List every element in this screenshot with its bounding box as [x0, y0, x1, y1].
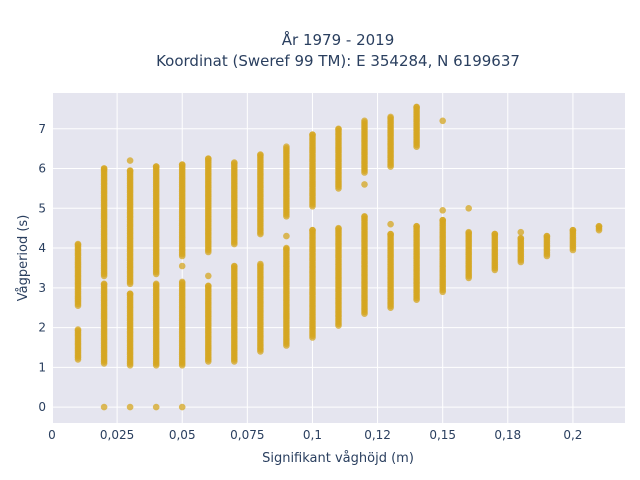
- data-point: [309, 226, 316, 234]
- data-point: [205, 282, 212, 290]
- data-point: [74, 240, 82, 248]
- data-point: [126, 157, 134, 164]
- data-point: [387, 230, 394, 238]
- x-tick-label: 0,12: [364, 428, 391, 442]
- data-point: [283, 232, 290, 240]
- data-point: [152, 163, 160, 170]
- chart-title-line-1: År 1979 - 2019: [282, 30, 395, 49]
- y-tick-label: 3: [38, 281, 46, 295]
- data-point: [387, 220, 394, 228]
- data-point: [205, 155, 212, 162]
- x-tick-label: 0,05: [169, 428, 196, 442]
- data-point: [465, 228, 473, 236]
- data-point: [126, 290, 134, 298]
- data-point: [517, 228, 525, 236]
- data-point: [152, 403, 160, 411]
- y-tick-label: 7: [38, 122, 46, 136]
- data-point: [413, 103, 420, 111]
- data-point: [361, 213, 368, 220]
- y-tick-label: 2: [38, 321, 46, 335]
- x-tick-label: 0,1: [303, 428, 322, 442]
- y-axis-label: Vågperiod (s): [16, 215, 31, 302]
- data-point: [257, 151, 264, 158]
- data-point: [387, 113, 394, 121]
- data-point: [126, 167, 134, 174]
- y-tick-label: 1: [38, 360, 46, 374]
- data-point: [569, 246, 577, 254]
- data-point: [152, 280, 160, 288]
- data-point: [439, 117, 447, 125]
- data-point: [205, 272, 212, 280]
- x-tick-label: 0,15: [429, 428, 456, 442]
- data-point: [491, 230, 499, 238]
- x-tick-label: 0: [48, 428, 56, 442]
- data-point: [465, 205, 473, 212]
- x-tick-labels: 0 0,025 0,05 0,075 0,1 0,12 0,15 0,18 0,2: [48, 428, 582, 442]
- data-point: [257, 260, 264, 268]
- y-tick-labels: 0 1 2 3 4 5 6 7: [38, 122, 46, 414]
- data-point: [100, 280, 108, 288]
- data-point: [413, 222, 420, 230]
- data-point: [439, 207, 447, 214]
- x-tick-label: 0,025: [100, 428, 134, 442]
- data-point: [439, 216, 447, 224]
- x-tick-label: 0,2: [563, 428, 582, 442]
- data-points: [74, 103, 603, 411]
- data-point: [361, 181, 368, 188]
- data-point: [283, 143, 290, 150]
- data-point: [543, 232, 551, 240]
- data-point: [126, 403, 134, 411]
- data-point: [178, 403, 186, 411]
- data-point: [517, 234, 525, 242]
- data-point: [595, 222, 603, 230]
- data-point: [178, 278, 186, 286]
- data-point: [283, 244, 290, 252]
- data-point: [335, 224, 342, 232]
- y-tick-label: 5: [38, 201, 46, 215]
- chart-title-line-2: Koordinat (Sweref 99 TM): E 354284, N 61…: [156, 52, 520, 70]
- x-tick-label: 0,18: [494, 428, 521, 442]
- data-point: [309, 131, 316, 138]
- data-point: [178, 262, 186, 270]
- data-point: [231, 159, 238, 166]
- data-point: [74, 326, 82, 333]
- x-axis-label: Signifikant våghöjd (m): [262, 451, 414, 466]
- x-tick-label: 0,075: [230, 428, 264, 442]
- y-tick-label: 0: [38, 400, 46, 414]
- data-point: [231, 262, 238, 270]
- y-tick-label: 6: [38, 162, 46, 176]
- data-point: [335, 125, 342, 133]
- data-point: [178, 161, 186, 168]
- data-point: [569, 226, 577, 234]
- data-point: [100, 403, 108, 411]
- y-tick-label: 4: [38, 241, 46, 255]
- data-point: [100, 165, 108, 172]
- data-point: [361, 117, 368, 125]
